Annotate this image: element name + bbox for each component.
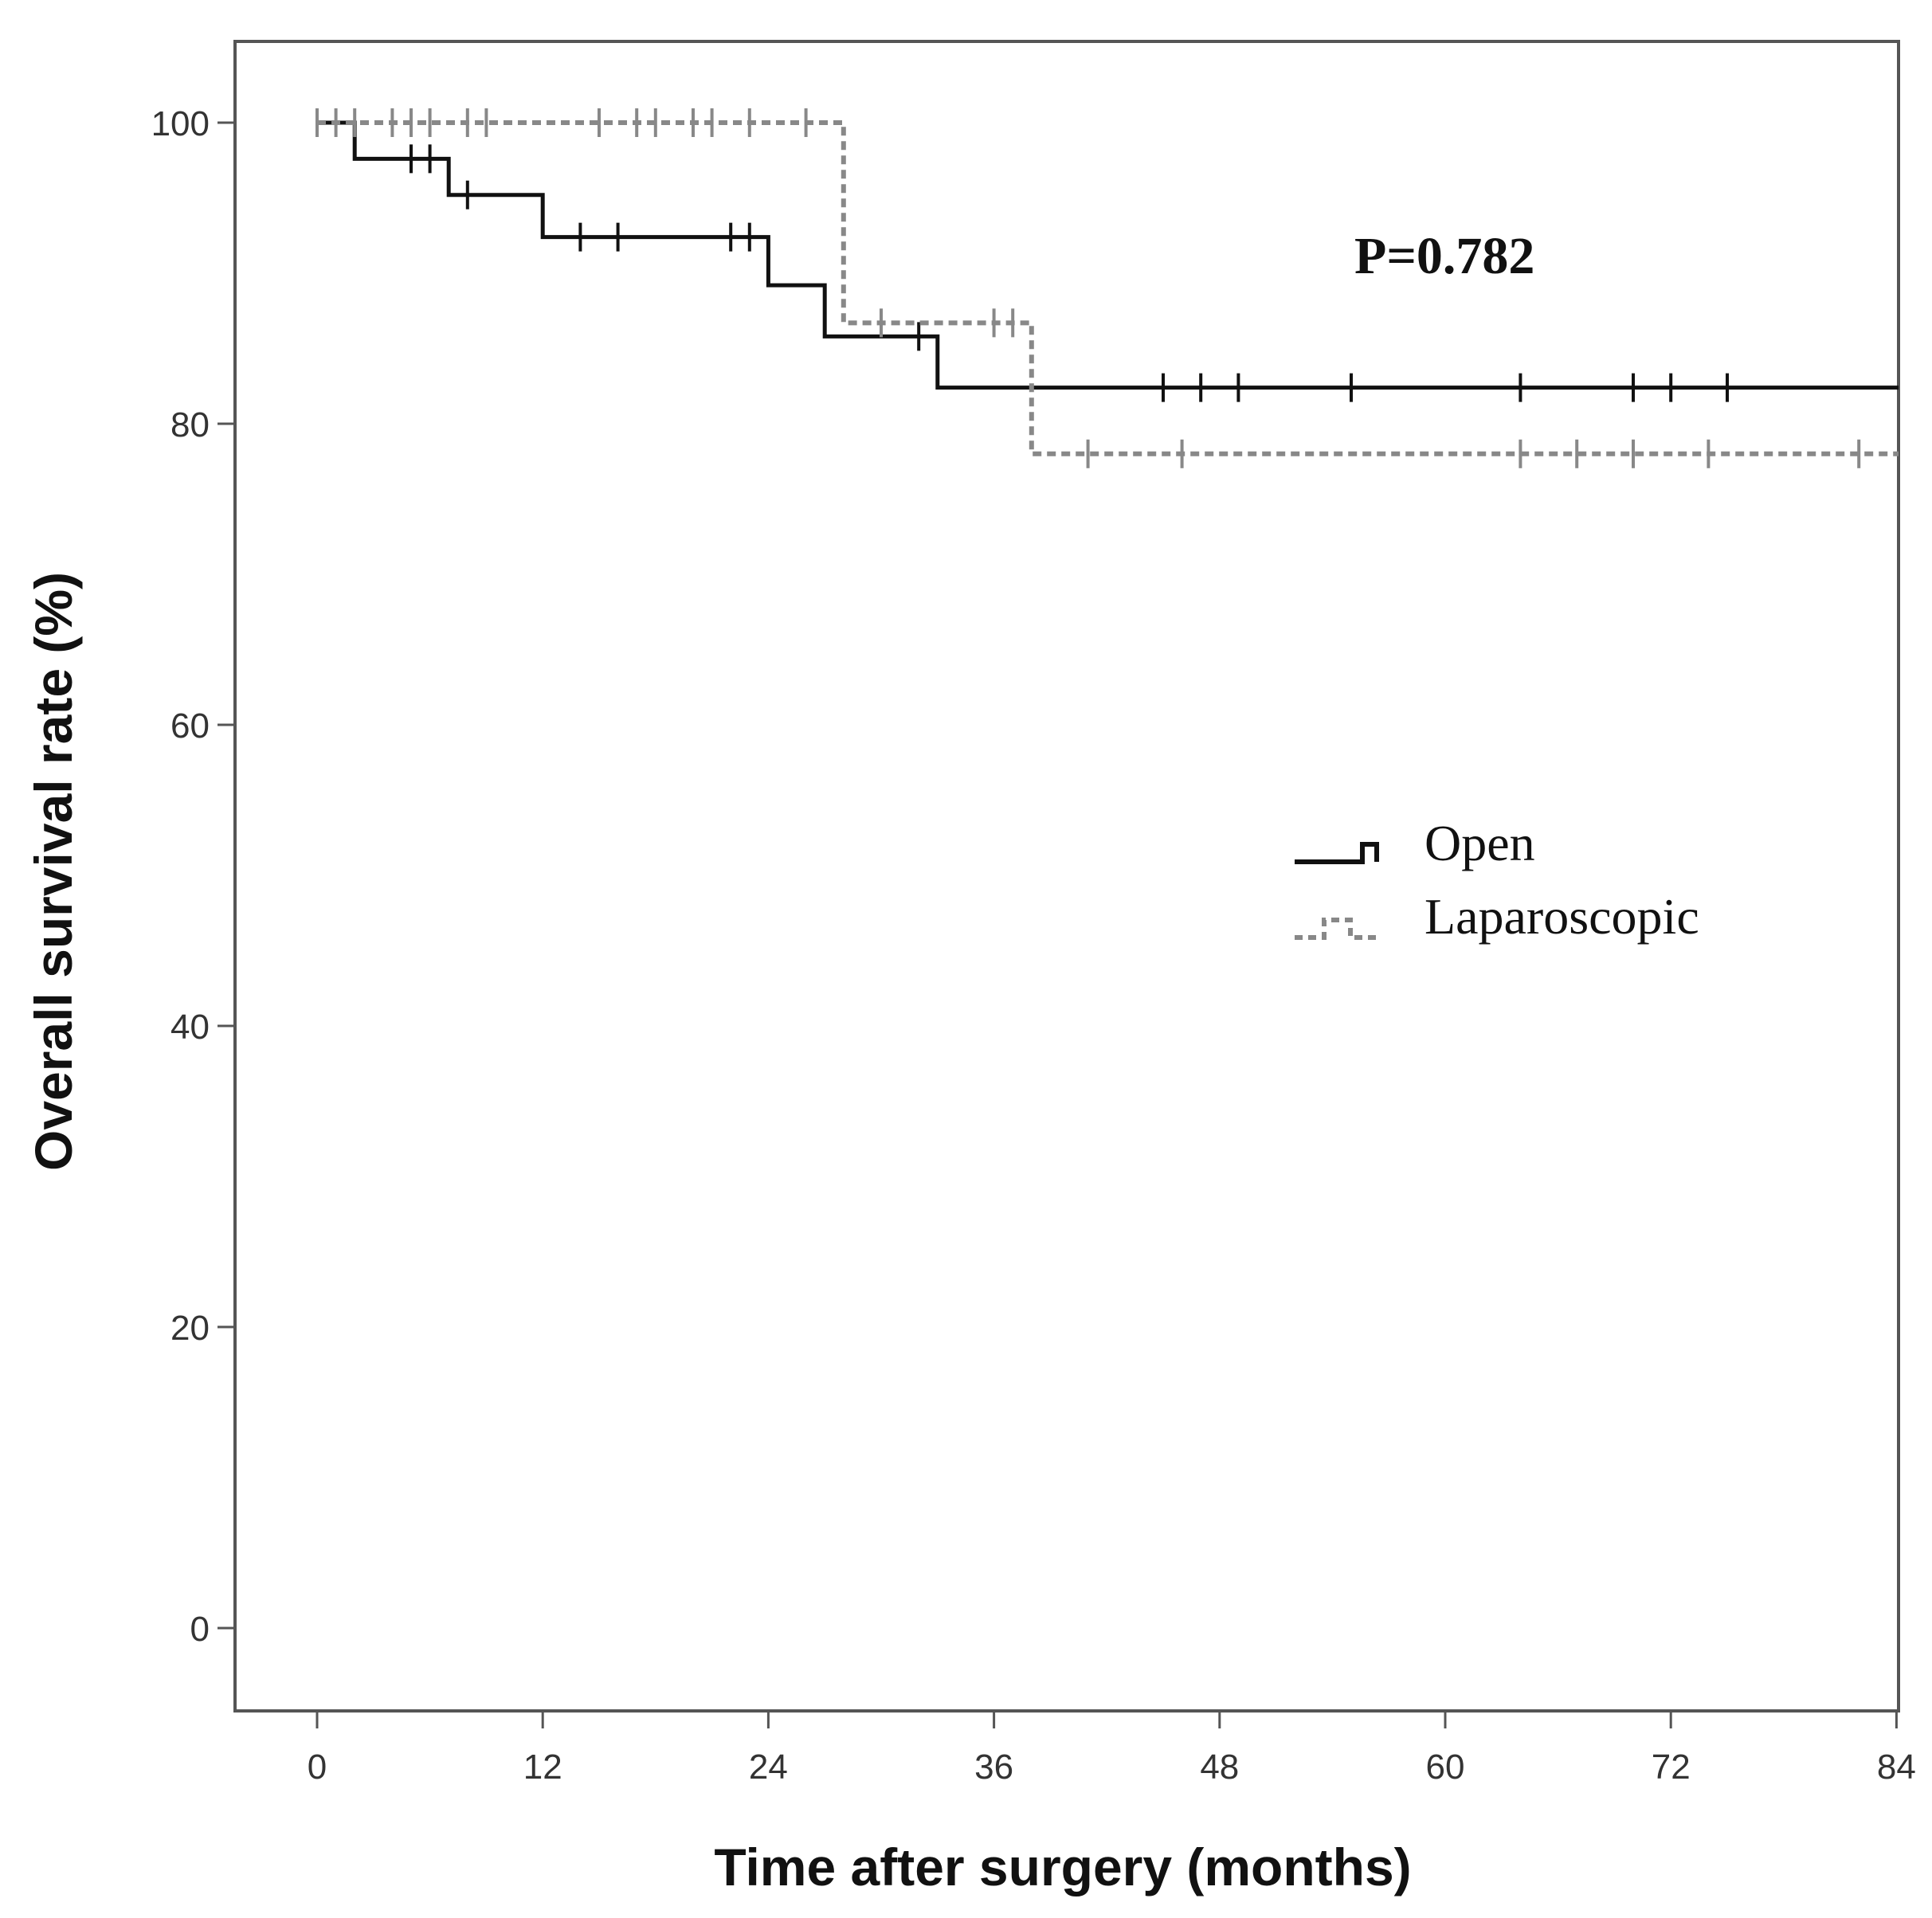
x-tick-label: 36 — [974, 1748, 1013, 1787]
y-tick-label: 80 — [170, 405, 210, 444]
y-axis-title: Overall survival rate (%) — [24, 572, 83, 1171]
series-line-laparoscopic — [317, 120, 1899, 456]
p-value-annotation: P=0.782 — [1354, 227, 1534, 285]
y-tick-label: 60 — [170, 707, 210, 746]
y-tick-label: 20 — [170, 1309, 210, 1348]
x-tick-label: 12 — [523, 1748, 562, 1787]
x-axis-title: Time after surgery (months) — [714, 1838, 1411, 1896]
x-tick-label: 48 — [1200, 1748, 1239, 1787]
x-tick-label: 72 — [1652, 1748, 1691, 1787]
x-tick-label: 24 — [749, 1748, 788, 1787]
legend-swatch-open — [1295, 842, 1379, 864]
x-tick-label: 0 — [308, 1748, 327, 1787]
y-tick-label: 0 — [190, 1610, 210, 1649]
plot-frame — [233, 40, 1900, 1712]
x-tick-label: 84 — [1877, 1748, 1916, 1787]
legend-swatch-laparoscopic — [1295, 918, 1377, 940]
legend: Open Laparoscopic — [1295, 815, 1699, 945]
x-tick-label: 60 — [1426, 1748, 1465, 1787]
legend-label-laparoscopic: Laparoscopic — [1425, 888, 1699, 945]
y-tick-label: 40 — [170, 1008, 210, 1047]
y-tick-label: 100 — [151, 104, 210, 143]
legend-label-open: Open — [1425, 815, 1535, 871]
